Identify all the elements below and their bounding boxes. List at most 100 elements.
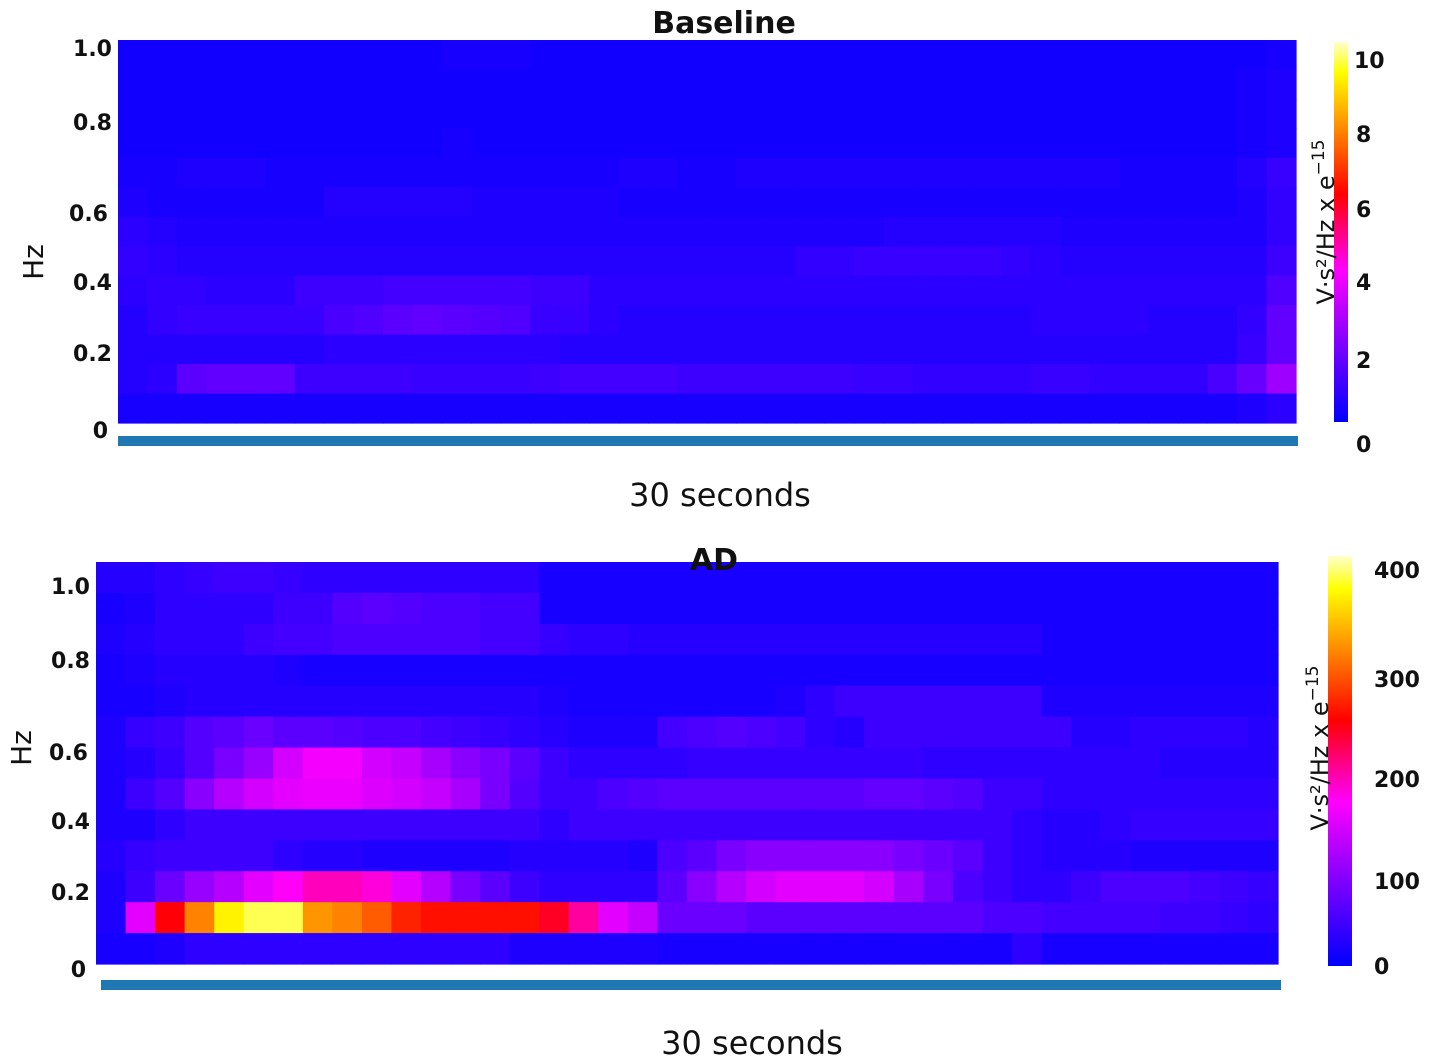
ad-cell [893,809,924,841]
baseline-cell [1237,275,1268,306]
ad-cell [805,778,836,810]
baseline-cell [618,69,649,100]
ad-cell [1159,654,1190,687]
ad-cell [687,747,718,780]
baseline-cell [206,393,237,424]
ad-cell [1189,778,1220,810]
ad-cell [302,592,333,625]
baseline-cell [1060,246,1091,277]
ad-cell [952,871,984,903]
baseline-cell [294,128,325,159]
ad-cell [864,778,895,810]
baseline-cell [972,128,1003,159]
ad-cell [923,809,954,841]
baseline-cell [383,98,414,129]
baseline-cell [1237,128,1268,159]
ad-cell [627,902,659,934]
baseline-cell [1089,364,1120,395]
baseline-cell [353,393,384,424]
baseline-cell [589,69,620,100]
baseline-cell [1060,40,1091,71]
ad-cell [1189,592,1220,625]
ad-cell [1218,809,1250,841]
baseline-cell [294,393,325,424]
baseline-cell [589,246,620,277]
ad-cell [243,654,274,687]
baseline-cell [118,334,149,365]
ad-cell [1012,933,1043,965]
ad-cell [155,933,186,965]
ad-cell [598,809,629,841]
baseline-cell [854,69,885,100]
ad-cell [834,654,865,687]
baseline-cell [176,187,207,218]
ad-cell [893,592,924,625]
baseline-cell [707,305,738,336]
baseline-cell [677,393,708,424]
ad-cell [1130,685,1161,718]
ad-cell [805,623,836,656]
baseline-cell [1178,128,1209,159]
baseline-cell [648,246,679,277]
baseline-cell [176,98,207,129]
baseline-cell [765,275,796,306]
baseline-cell [795,40,826,71]
ad-cell [361,562,393,594]
baseline-cell [441,246,472,277]
ad-cell [657,716,688,749]
ad-cell [1100,623,1131,656]
baseline-cell [942,98,973,129]
baseline-cell [471,275,502,306]
ad-cell [982,654,1013,687]
baseline-cell [824,216,855,247]
baseline-cell [854,40,885,71]
baseline-heatmap [118,40,1297,424]
ad-cell [421,933,452,965]
ad-cell [1218,871,1250,903]
baseline-cell [206,364,237,395]
ad-cell [1130,840,1161,872]
ad-cell [864,871,895,903]
baseline-cell [707,364,738,395]
ad-cell [391,902,422,934]
ad-cell [893,902,924,934]
baseline-cell [147,157,178,188]
ad-cell [155,840,186,872]
baseline-cell [559,69,590,100]
ad-cell [243,562,274,594]
baseline-cell [265,334,296,365]
baseline-cell [1001,40,1032,71]
ad-cell [775,716,806,749]
ad-x-axis-label: 30 seconds [661,1024,843,1062]
baseline-cell [265,393,296,424]
baseline-cell [913,246,944,277]
ad-cell [96,902,127,934]
ad-colorbar [1328,556,1352,966]
ad-y-axis-label: Hz [5,730,38,766]
baseline-cell [383,275,414,306]
ad-cell [687,685,718,718]
baseline-cell [736,98,767,129]
ad-cell [598,840,629,872]
ad-cell [864,716,895,749]
baseline-cell [677,305,708,336]
ad-cell [1189,685,1220,718]
ad-cell [214,840,245,872]
baseline-cell [765,128,796,159]
ad-cell [1100,716,1131,749]
baseline-cell [147,128,178,159]
ad-cell [805,933,836,965]
baseline-cell [854,246,885,277]
ad-cell [214,933,245,965]
baseline-cell [824,246,855,277]
baseline-cell [1001,246,1032,277]
baseline-cell [795,246,826,277]
baseline-cell [736,157,767,188]
baseline-cell [147,40,178,71]
baseline-colorbar [1334,42,1348,422]
baseline-cell [765,246,796,277]
ad-cell [834,778,865,810]
ad-cell [214,747,245,780]
ad-cell [1130,747,1161,780]
ad-cell [243,871,274,903]
